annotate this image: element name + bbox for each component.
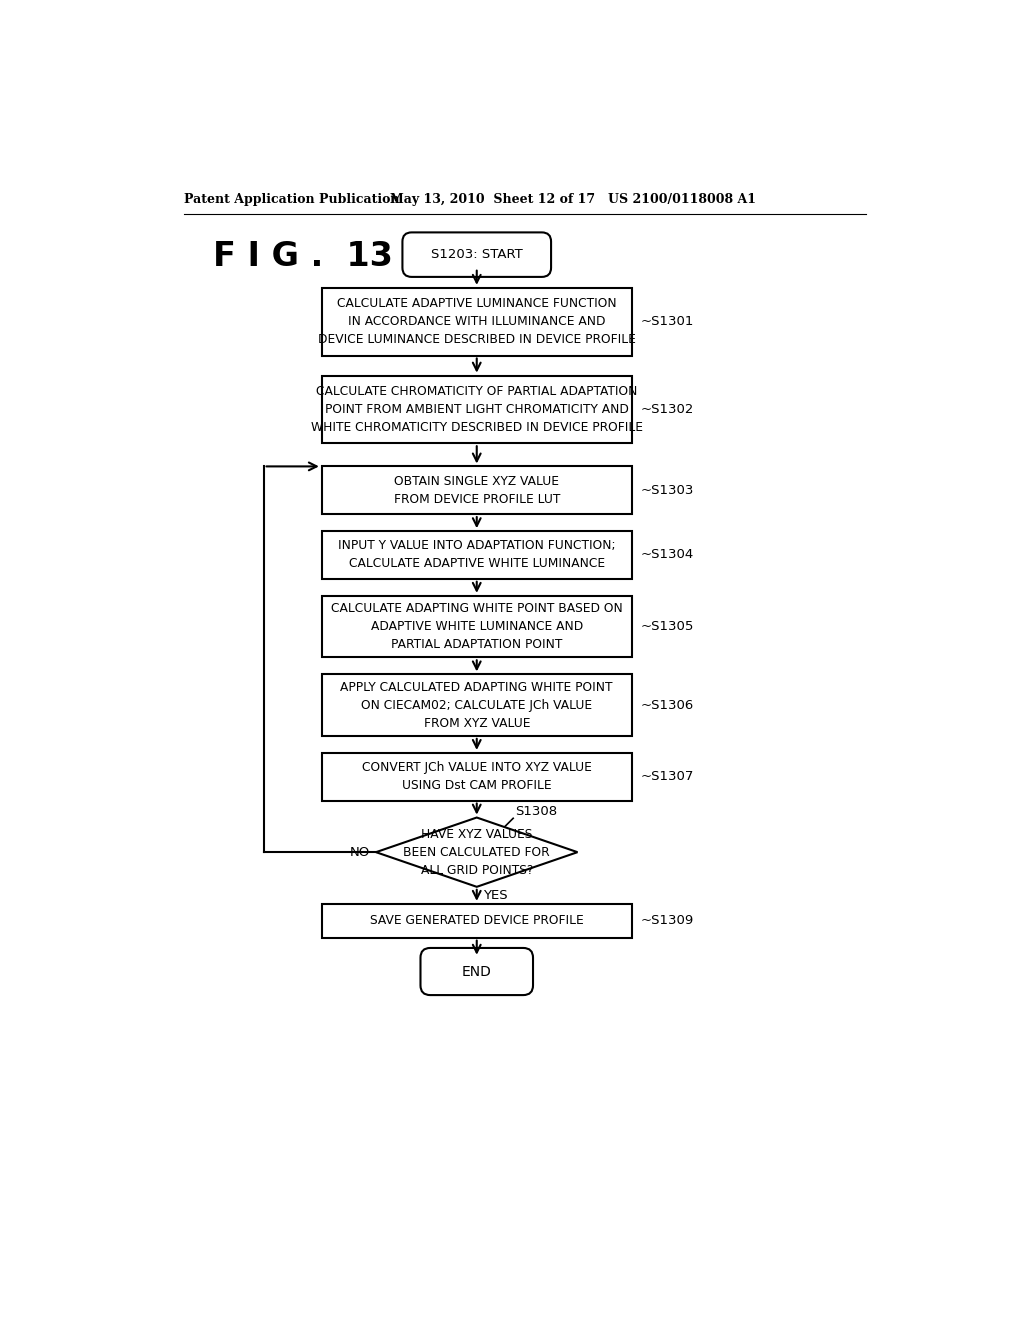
Text: US 2100/0118008 A1: US 2100/0118008 A1 <box>608 193 757 206</box>
Text: ~S1307: ~S1307 <box>641 770 694 783</box>
Bar <box>322 904 632 937</box>
Text: SAVE GENERATED DEVICE PROFILE: SAVE GENERATED DEVICE PROFILE <box>370 915 584 927</box>
Text: ~S1306: ~S1306 <box>641 698 694 711</box>
Text: ~S1305: ~S1305 <box>641 620 694 634</box>
Polygon shape <box>376 817 578 887</box>
Text: ~S1301: ~S1301 <box>641 315 694 329</box>
Text: May 13, 2010  Sheet 12 of 17: May 13, 2010 Sheet 12 of 17 <box>390 193 595 206</box>
Text: S1203: START: S1203: START <box>431 248 522 261</box>
Bar <box>322 376 632 444</box>
FancyBboxPatch shape <box>402 232 551 277</box>
Text: CALCULATE ADAPTING WHITE POINT BASED ON
ADAPTIVE WHITE LUMINANCE AND
PARTIAL ADA: CALCULATE ADAPTING WHITE POINT BASED ON … <box>331 602 623 651</box>
Text: YES: YES <box>483 888 508 902</box>
Text: HAVE XYZ VALUES
BEEN CALCULATED FOR
ALL GRID POINTS?: HAVE XYZ VALUES BEEN CALCULATED FOR ALL … <box>403 828 550 876</box>
Bar <box>322 752 632 800</box>
Text: Patent Application Publication: Patent Application Publication <box>183 193 399 206</box>
Text: ~S1304: ~S1304 <box>641 548 694 561</box>
Text: END: END <box>462 965 492 978</box>
Text: ~S1309: ~S1309 <box>641 915 694 927</box>
Text: F I G .  13: F I G . 13 <box>213 240 393 273</box>
Bar <box>322 675 632 737</box>
Text: NO: NO <box>349 846 370 859</box>
Text: CALCULATE CHROMATICITY OF PARTIAL ADAPTATION
POINT FROM AMBIENT LIGHT CHROMATICI: CALCULATE CHROMATICITY OF PARTIAL ADAPTA… <box>310 385 643 434</box>
Bar <box>322 466 632 515</box>
Text: INPUT Y VALUE INTO ADAPTATION FUNCTION;
CALCULATE ADAPTIVE WHITE LUMINANCE: INPUT Y VALUE INTO ADAPTATION FUNCTION; … <box>338 540 615 570</box>
Text: APPLY CALCULATED ADAPTING WHITE POINT
ON CIECAM02; CALCULATE JCh VALUE
FROM XYZ : APPLY CALCULATED ADAPTING WHITE POINT ON… <box>341 681 613 730</box>
Text: S1308: S1308 <box>515 804 558 817</box>
Text: ~S1303: ~S1303 <box>641 483 694 496</box>
Bar <box>322 288 632 355</box>
FancyBboxPatch shape <box>421 948 534 995</box>
Text: CONVERT JCh VALUE INTO XYZ VALUE
USING Dst CAM PROFILE: CONVERT JCh VALUE INTO XYZ VALUE USING D… <box>361 762 592 792</box>
Bar <box>322 595 632 657</box>
Bar <box>322 531 632 579</box>
Text: ~S1302: ~S1302 <box>641 403 694 416</box>
Text: OBTAIN SINGLE XYZ VALUE
FROM DEVICE PROFILE LUT: OBTAIN SINGLE XYZ VALUE FROM DEVICE PROF… <box>393 475 560 506</box>
Text: CALCULATE ADAPTIVE LUMINANCE FUNCTION
IN ACCORDANCE WITH ILLUMINANCE AND
DEVICE : CALCULATE ADAPTIVE LUMINANCE FUNCTION IN… <box>317 297 636 346</box>
